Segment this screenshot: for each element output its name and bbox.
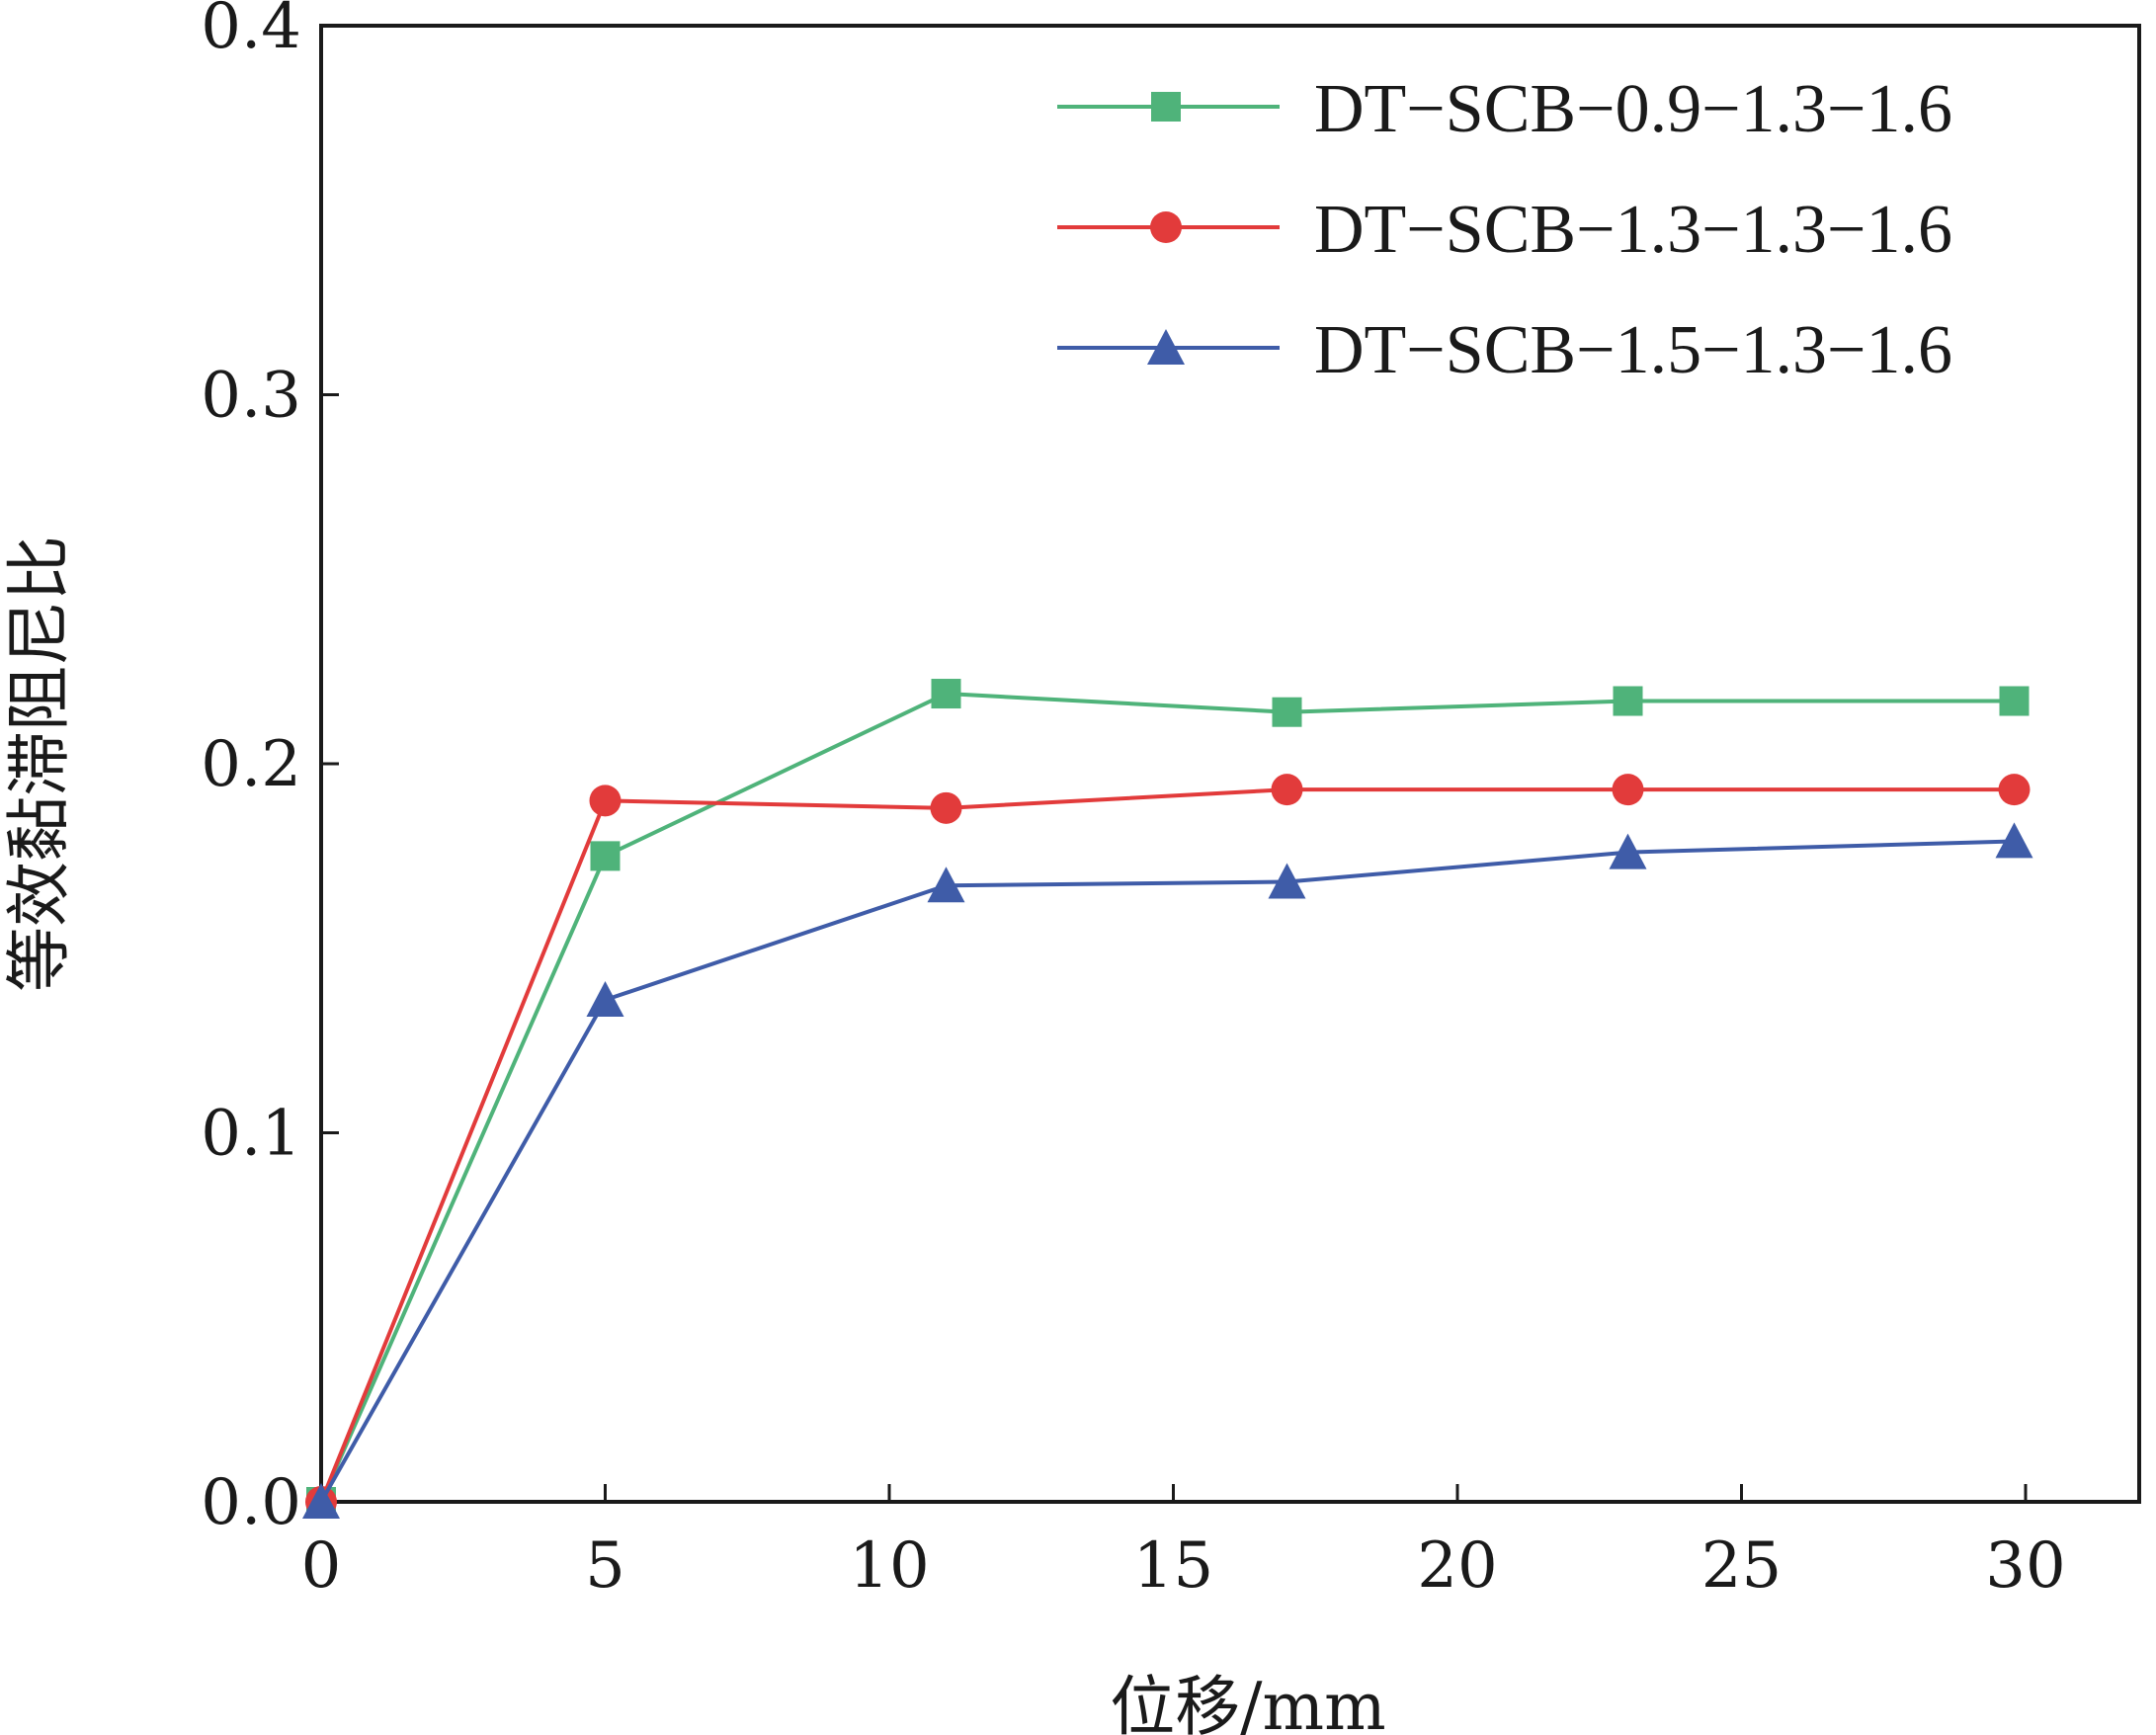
series-line (319, 787, 2015, 1503)
x-axis: 0 5 10 15 20 25 30 (301, 1484, 2066, 1603)
y-tick-label: 0.0 (201, 1466, 301, 1539)
legend-item: DT−SCB−1.3−1.3−1.6 (1057, 192, 1952, 268)
legend-label: DT−SCB−0.9−1.3−1.6 (1314, 71, 1952, 147)
data-point (1609, 833, 1647, 869)
data-point (1612, 774, 1644, 806)
legend-item: DT−SCB−0.9−1.3−1.6 (1057, 71, 1952, 147)
data-point (1998, 774, 2031, 806)
x-tick-label: 25 (1701, 1529, 1782, 1603)
data-point (1272, 697, 1302, 727)
legend-marker (1151, 92, 1181, 122)
y-axis: 0.0 0.1 0.2 0.3 0.4 (201, 0, 339, 1539)
legend-label: DT−SCB−1.5−1.3−1.6 (1314, 312, 1952, 388)
x-tick-label: 20 (1417, 1529, 1497, 1603)
x-tick-label: 10 (849, 1529, 929, 1603)
data-point (930, 791, 962, 824)
legend-marker (1147, 329, 1185, 365)
data-point (1271, 774, 1303, 806)
legend-item: DT−SCB−1.5−1.3−1.6 (1057, 312, 1952, 388)
legend: DT−SCB−0.9−1.3−1.6 DT−SCB−1.3−1.3−1.6 DT−S… (1057, 71, 1952, 388)
data-point (1613, 686, 1643, 716)
data-point (589, 785, 622, 817)
series-1 (306, 679, 2030, 1517)
series-line (319, 839, 2015, 1503)
data-point (1995, 822, 2033, 859)
x-tick-label: 5 (585, 1529, 625, 1603)
y-tick-label: 0.3 (201, 360, 301, 433)
y-axis-label: 等效黏滞阻尼比 (1, 536, 77, 992)
y-tick-label: 0.2 (201, 728, 301, 801)
legend-marker (1150, 211, 1182, 243)
data-point (1999, 686, 2030, 716)
x-tick-label: 0 (301, 1529, 342, 1603)
x-tick-label: 15 (1133, 1529, 1213, 1603)
series-3 (302, 822, 2033, 1519)
data-point (586, 981, 624, 1018)
y-tick-label: 0.4 (201, 0, 301, 63)
x-axis-label: 位移/mm (1110, 1669, 1385, 1735)
data-point (931, 679, 961, 709)
series-layer (302, 679, 2033, 1519)
x-tick-label: 30 (1985, 1529, 2065, 1603)
data-point (302, 1483, 340, 1519)
legend-label: DT−SCB−1.3−1.3−1.6 (1314, 192, 1952, 268)
data-point (590, 841, 621, 871)
data-point (927, 867, 965, 903)
series-line (319, 692, 2015, 1503)
data-point (1268, 863, 1306, 899)
y-tick-label: 0.1 (201, 1098, 301, 1171)
series-2 (305, 774, 2031, 1518)
